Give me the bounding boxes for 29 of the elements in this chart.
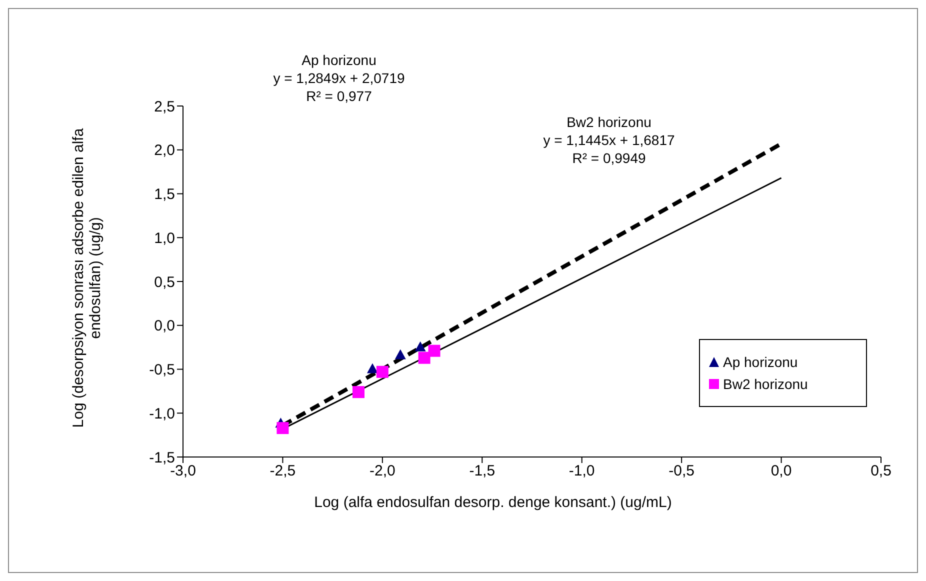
y-tick-label: 0,0: [154, 318, 175, 335]
point: [366, 363, 378, 374]
x-tick-label: -2,0: [370, 462, 396, 480]
annotation: Bw2 horizonu y = 1,1445x + 1,6817 R² = 0,9949: [543, 113, 675, 167]
point: [414, 341, 426, 352]
y-tick-label: -0,5: [149, 362, 175, 379]
point: [428, 344, 440, 357]
y-tick-label: 1,5: [154, 186, 175, 204]
point: [394, 349, 406, 360]
x-tick-label: -2,5: [270, 462, 296, 480]
point: [352, 386, 364, 398]
x-tick-label: -1,5: [469, 462, 496, 480]
y-axis-title: Log (desorpsiyon sonrası adsorbe edilen alfa endosulfan) (ug/g): [70, 126, 104, 430]
legend-label: Bw2 horizonu: [723, 376, 808, 392]
y-tick-label: 1,0: [154, 230, 175, 247]
point: [276, 422, 289, 434]
text: Ap horizonu y = 1,2849x + 2,0719 R² = 0,977: [273, 51, 405, 105]
x-tick-label: 0,5: [870, 462, 892, 480]
y-tick-label: 2,0: [154, 142, 175, 160]
x-tick-label: -1,0: [568, 462, 595, 480]
x-axis-title: Log (alfa endosulfan desorp. denge konsant.) (ug/mL): [313, 494, 673, 511]
x-tick-label: 0,0: [770, 462, 792, 480]
y-tick-label: 0,5: [154, 274, 175, 291]
legend-label: Ap horizonu: [723, 354, 798, 370]
y-tick-label: 2,5: [154, 98, 175, 116]
point: [376, 366, 388, 378]
x-tick-label: -0,5: [668, 462, 694, 480]
point: [418, 352, 430, 364]
y-tick-label: -1,0: [149, 405, 175, 422]
